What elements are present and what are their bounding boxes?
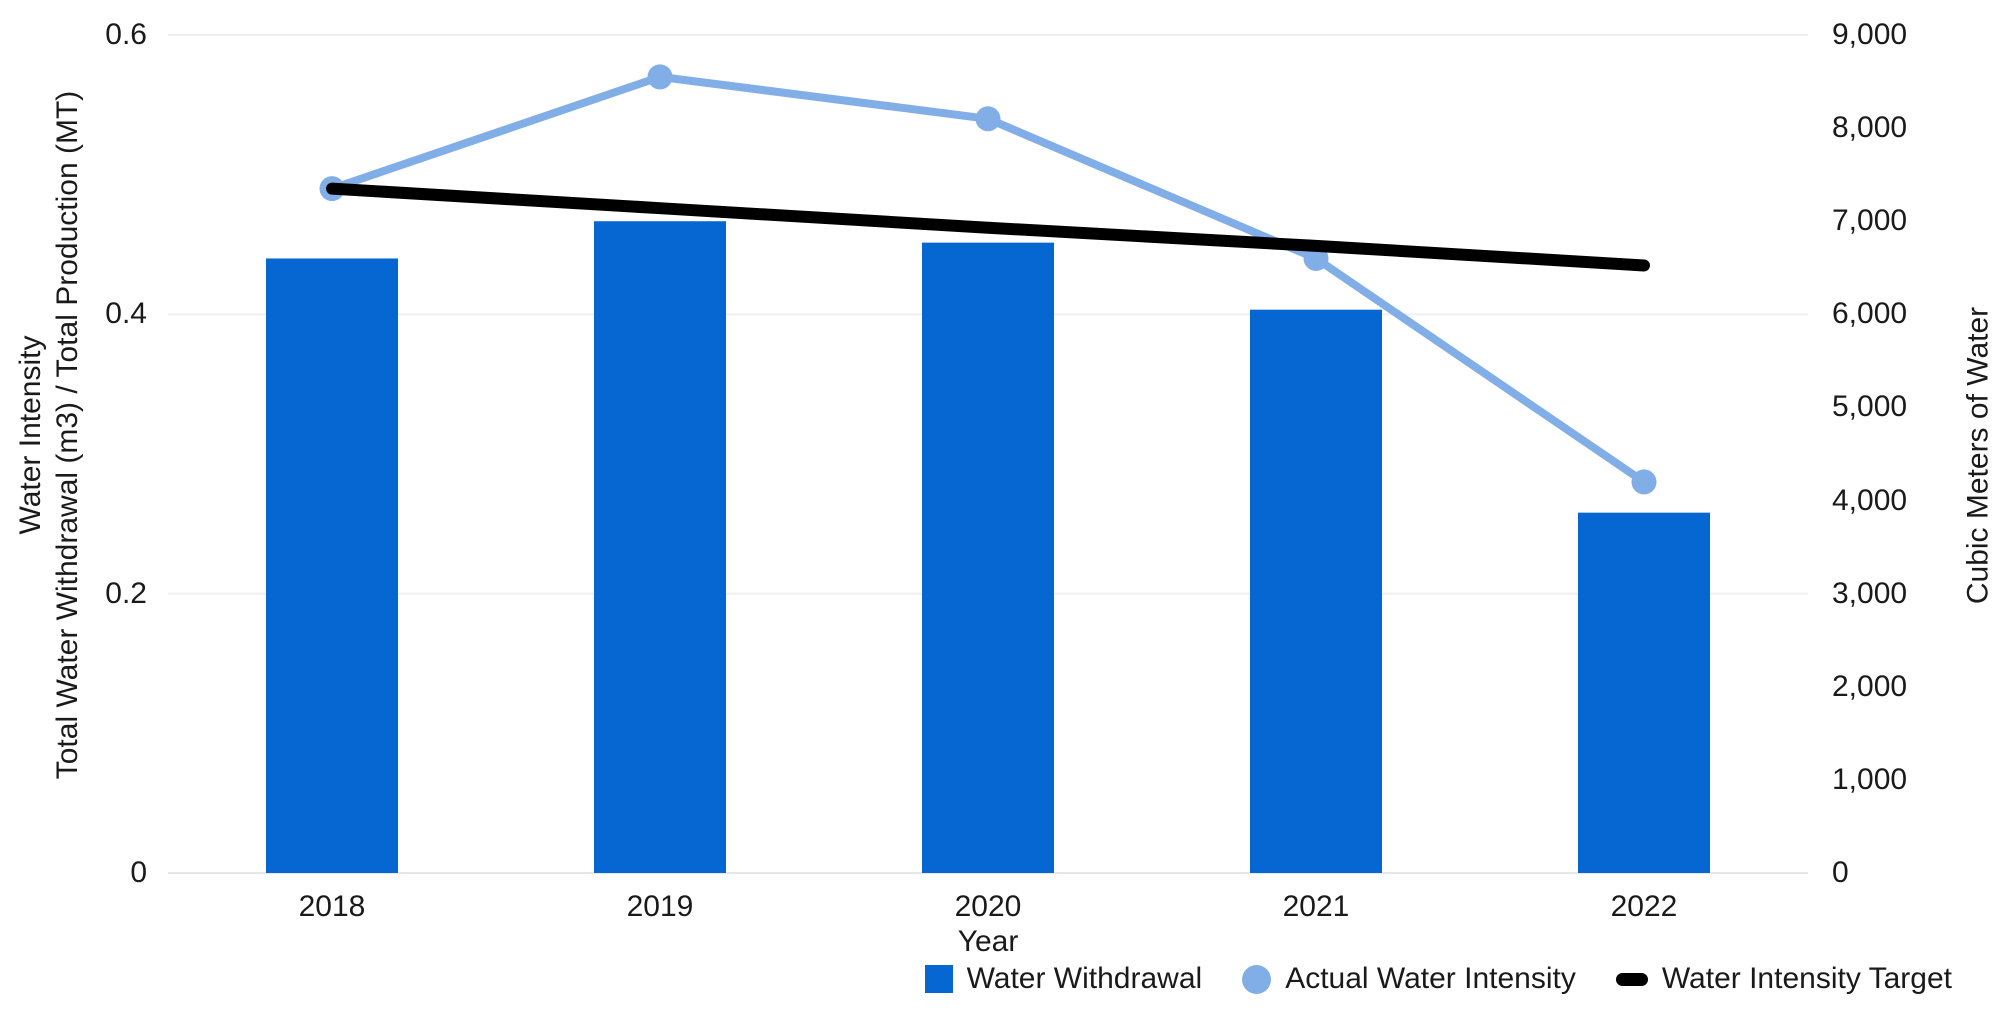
legend: Water Withdrawal Actual Water Intensity …	[924, 962, 1952, 996]
bar-2018	[266, 258, 398, 873]
data-point-marker-2022	[1631, 469, 1657, 495]
x-axis-tick-2022: 2022	[1610, 890, 1678, 923]
left-axis-title: Water Intensity Total Water Withdrawal (…	[12, 35, 86, 835]
y-axis-tick-right-8,000: 8,000	[1832, 111, 1908, 145]
x-axis-tick-2019: 2019	[626, 890, 694, 923]
y-axis-tick-right-0: 0	[1832, 856, 1849, 889]
y-axis-tick-right-9,000: 9,000	[1832, 18, 1908, 51]
left-axis-title-line2: Total Water Withdrawal (m3) / Total Prod…	[51, 90, 84, 780]
y-axis-tick-right-5,000: 5,000	[1832, 390, 1908, 424]
x-axis-tick-2020: 2020	[954, 890, 1022, 923]
x-axis-title: Year	[957, 925, 1019, 958]
y-axis-tick-right-4,000: 4,000	[1832, 483, 1908, 517]
data-point-marker-2019	[647, 64, 673, 90]
y-axis-tick-right-7,000: 7,000	[1832, 204, 1908, 238]
left-axis-title-line1: Water Intensity	[14, 335, 47, 535]
x-axis-tick-2021: 2021	[1282, 890, 1350, 923]
legend-circle-swatch-icon	[1242, 964, 1272, 994]
y-axis-tick-left-0: 0	[130, 856, 147, 889]
legend-label: Water Intensity Target	[1661, 962, 1952, 995]
bar-2020	[922, 242, 1054, 874]
y-axis-tick-left-0.2: 0.2	[105, 576, 147, 610]
legend-item-water-intensity-target: Water Intensity Target	[1615, 962, 1952, 996]
right-axis-title: Cubic Meters of Water	[1961, 306, 1995, 605]
y-axis-tick-right-2,000: 2,000	[1832, 669, 1908, 703]
data-point-marker-2020	[975, 106, 1001, 132]
y-axis-tick-left-0.4: 0.4	[105, 297, 147, 331]
legend-dash-swatch-icon	[1615, 972, 1648, 986]
bar-2021	[1250, 309, 1382, 874]
legend-bar-swatch-icon	[924, 965, 953, 993]
y-axis-tick-right-3,000: 3,000	[1832, 576, 1908, 610]
legend-item-actual-water-intensity: Actual Water Intensity	[1242, 962, 1576, 996]
y-axis-tick-left-0.6: 0.6	[105, 18, 147, 51]
water-intensity-target-line	[326, 182, 1650, 272]
y-axis-tick-right-6,000: 6,000	[1832, 297, 1908, 331]
y-axis-tick-right-1,000: 1,000	[1832, 762, 1908, 796]
x-axis-tick-2018: 2018	[298, 890, 366, 923]
legend-item-water-withdrawal: Water Withdrawal	[924, 962, 1203, 996]
bar-2019	[594, 221, 726, 873]
legend-label: Water Withdrawal	[966, 962, 1203, 995]
legend-label: Actual Water Intensity	[1285, 962, 1576, 995]
bar-2022	[1578, 512, 1710, 873]
